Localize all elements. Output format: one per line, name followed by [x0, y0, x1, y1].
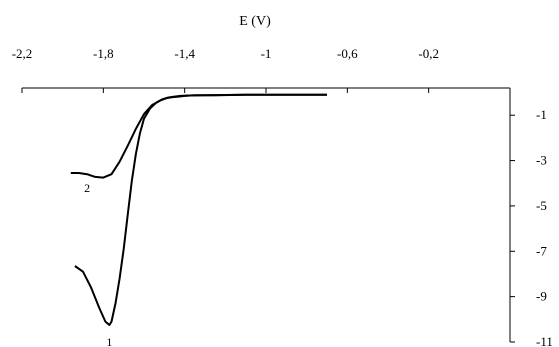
x-tick-label: -2,2	[12, 46, 33, 61]
x-tick-label: -1,8	[93, 46, 114, 61]
curves	[70, 93, 327, 326]
y-axis-ticks: -1 -3 -5 -7 -9 -11	[510, 107, 553, 347]
curve-2	[70, 93, 327, 179]
curve-annotations: 21	[84, 181, 112, 347]
curve-label-1: 1	[106, 335, 112, 347]
x-tick-label: -0,2	[418, 46, 439, 61]
y-tick-label: -7	[536, 243, 547, 258]
x-axis-ticks: -2,2 -1,8 -1,4 -1 -0,6 -0,2	[12, 46, 511, 93]
curve-1	[74, 93, 327, 326]
x-tick-label: -1	[261, 46, 272, 61]
y-tick-label: -5	[536, 198, 547, 213]
x-tick-label: -0,6	[337, 46, 358, 61]
x-axis-title: E (V)	[239, 14, 271, 29]
axes	[22, 87, 511, 342]
y-tick-label: -9	[536, 289, 547, 304]
y-tick-label: -11	[536, 334, 553, 347]
curve-label-2: 2	[84, 181, 90, 195]
x-tick-label: -1,4	[174, 46, 195, 61]
y-tick-label: -3	[536, 153, 547, 168]
y-tick-label: -1	[536, 107, 547, 122]
